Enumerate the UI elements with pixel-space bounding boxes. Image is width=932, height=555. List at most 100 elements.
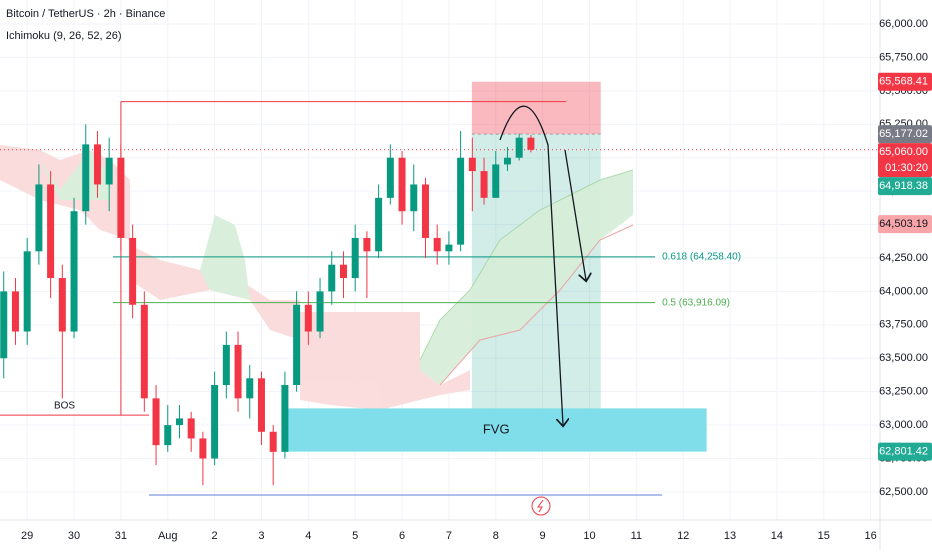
x-tick-label: Aug (158, 530, 178, 542)
x-tick-label: 5 (352, 530, 358, 542)
candle-body (527, 137, 535, 150)
x-tick-label: 7 (446, 530, 452, 542)
price-label: 65,177.02 (879, 128, 928, 140)
cloud-green (40, 150, 110, 200)
candle-body (410, 184, 418, 212)
y-tick-label: 63,250.00 (879, 386, 928, 398)
candle-body (234, 344, 242, 399)
price-label: 64,918.38 (879, 180, 928, 192)
x-tick-label: 15 (818, 530, 830, 542)
candle-body (269, 431, 277, 452)
candle-body (316, 291, 324, 332)
indicator-label: Ichimoku (9, 26, 52, 26) (6, 30, 122, 42)
x-tick-label: 13 (724, 530, 736, 542)
x-tick-label: 11 (631, 530, 642, 542)
x-tick-label: 2 (212, 530, 218, 542)
x-tick-label: 31 (115, 530, 127, 542)
candle-body (140, 304, 148, 399)
cloud-red (130, 245, 300, 340)
event-icon-bolt (537, 499, 544, 513)
x-tick-label: 10 (583, 530, 595, 542)
y-tick-label: 64,250.00 (879, 252, 928, 264)
candle-body (281, 384, 289, 452)
candle-body (93, 144, 101, 185)
candle-body (117, 157, 125, 238)
time-axis (0, 520, 932, 550)
candle-body (175, 418, 183, 426)
candle-body (492, 164, 500, 198)
x-tick-label: 29 (21, 530, 33, 542)
candle-body (82, 144, 90, 212)
price-label-bg (878, 442, 932, 461)
bos-label: BOS (54, 401, 75, 412)
candle-body (445, 244, 453, 252)
candle-body (11, 291, 19, 332)
candle-body (199, 438, 207, 459)
candle-body (304, 304, 312, 332)
price-label-bg (878, 177, 932, 196)
candle-body (503, 157, 511, 165)
candle-body (480, 171, 488, 198)
stop-zone (471, 81, 601, 135)
event-icon[interactable] (531, 496, 551, 516)
price-label-bg (878, 72, 932, 91)
candle-body (363, 237, 371, 252)
candle-body (339, 264, 347, 279)
candle-body (515, 137, 523, 158)
candle-body (47, 184, 55, 279)
price-label: 64,503.19 (879, 218, 928, 230)
candle-body (222, 344, 230, 385)
fvg-zone (285, 408, 707, 452)
overlay-layer (499, 105, 586, 516)
y-tick-label: 63,000.00 (879, 419, 928, 431)
x-tick-label: 4 (305, 530, 311, 542)
candle-body (293, 304, 301, 385)
candle-body (386, 157, 394, 198)
candle-body (351, 237, 359, 279)
candle-body (58, 278, 66, 332)
x-tick-label: 12 (677, 530, 689, 542)
candle-body (375, 197, 383, 252)
arrow-down (499, 105, 563, 425)
x-tick-label: 6 (399, 530, 405, 542)
candle-body (398, 157, 406, 212)
candle-body (468, 157, 476, 172)
candle-body (328, 264, 336, 292)
candle-body (23, 251, 31, 332)
fvg-label: FVG (483, 421, 510, 436)
y-tick-label: 63,500.00 (879, 352, 928, 364)
price-label: 62,801.42 (879, 446, 928, 458)
candle-body (70, 211, 78, 332)
candle-body (246, 378, 254, 399)
price-label-bg (878, 215, 932, 234)
y-tick-label: 65,250.00 (879, 118, 928, 130)
cloud-green (200, 215, 250, 300)
y-tick-label: 65,750.00 (879, 51, 928, 63)
cloud-span-a (419, 169, 634, 361)
x-tick-label: 8 (493, 530, 499, 542)
x-tick-label: 16 (865, 530, 877, 542)
chart-title: Bitcoin / TetherUS · 2h · Binance (6, 8, 165, 20)
candle-body (35, 184, 43, 252)
y-tick-label: 66,000.00 (879, 18, 928, 30)
fib-label: 0.618 (64,258.40) (662, 252, 741, 263)
x-tick-label: 30 (68, 530, 80, 542)
x-tick-label: 9 (540, 530, 546, 542)
price-label: 65,568.41 (879, 76, 928, 88)
y-tick-label: 63,750.00 (879, 319, 928, 331)
arrow-down (564, 149, 586, 280)
cloud-span-b (439, 224, 634, 386)
candle-body (0, 291, 8, 359)
candle-body (164, 425, 172, 446)
candle-body (129, 237, 137, 305)
candle-body (105, 157, 113, 185)
candle-body (421, 184, 429, 238)
candle-body (152, 398, 160, 446)
candle-body (187, 418, 195, 439)
candle-body (257, 378, 265, 432)
cloud-green (420, 170, 633, 385)
cloud-red (300, 312, 470, 410)
